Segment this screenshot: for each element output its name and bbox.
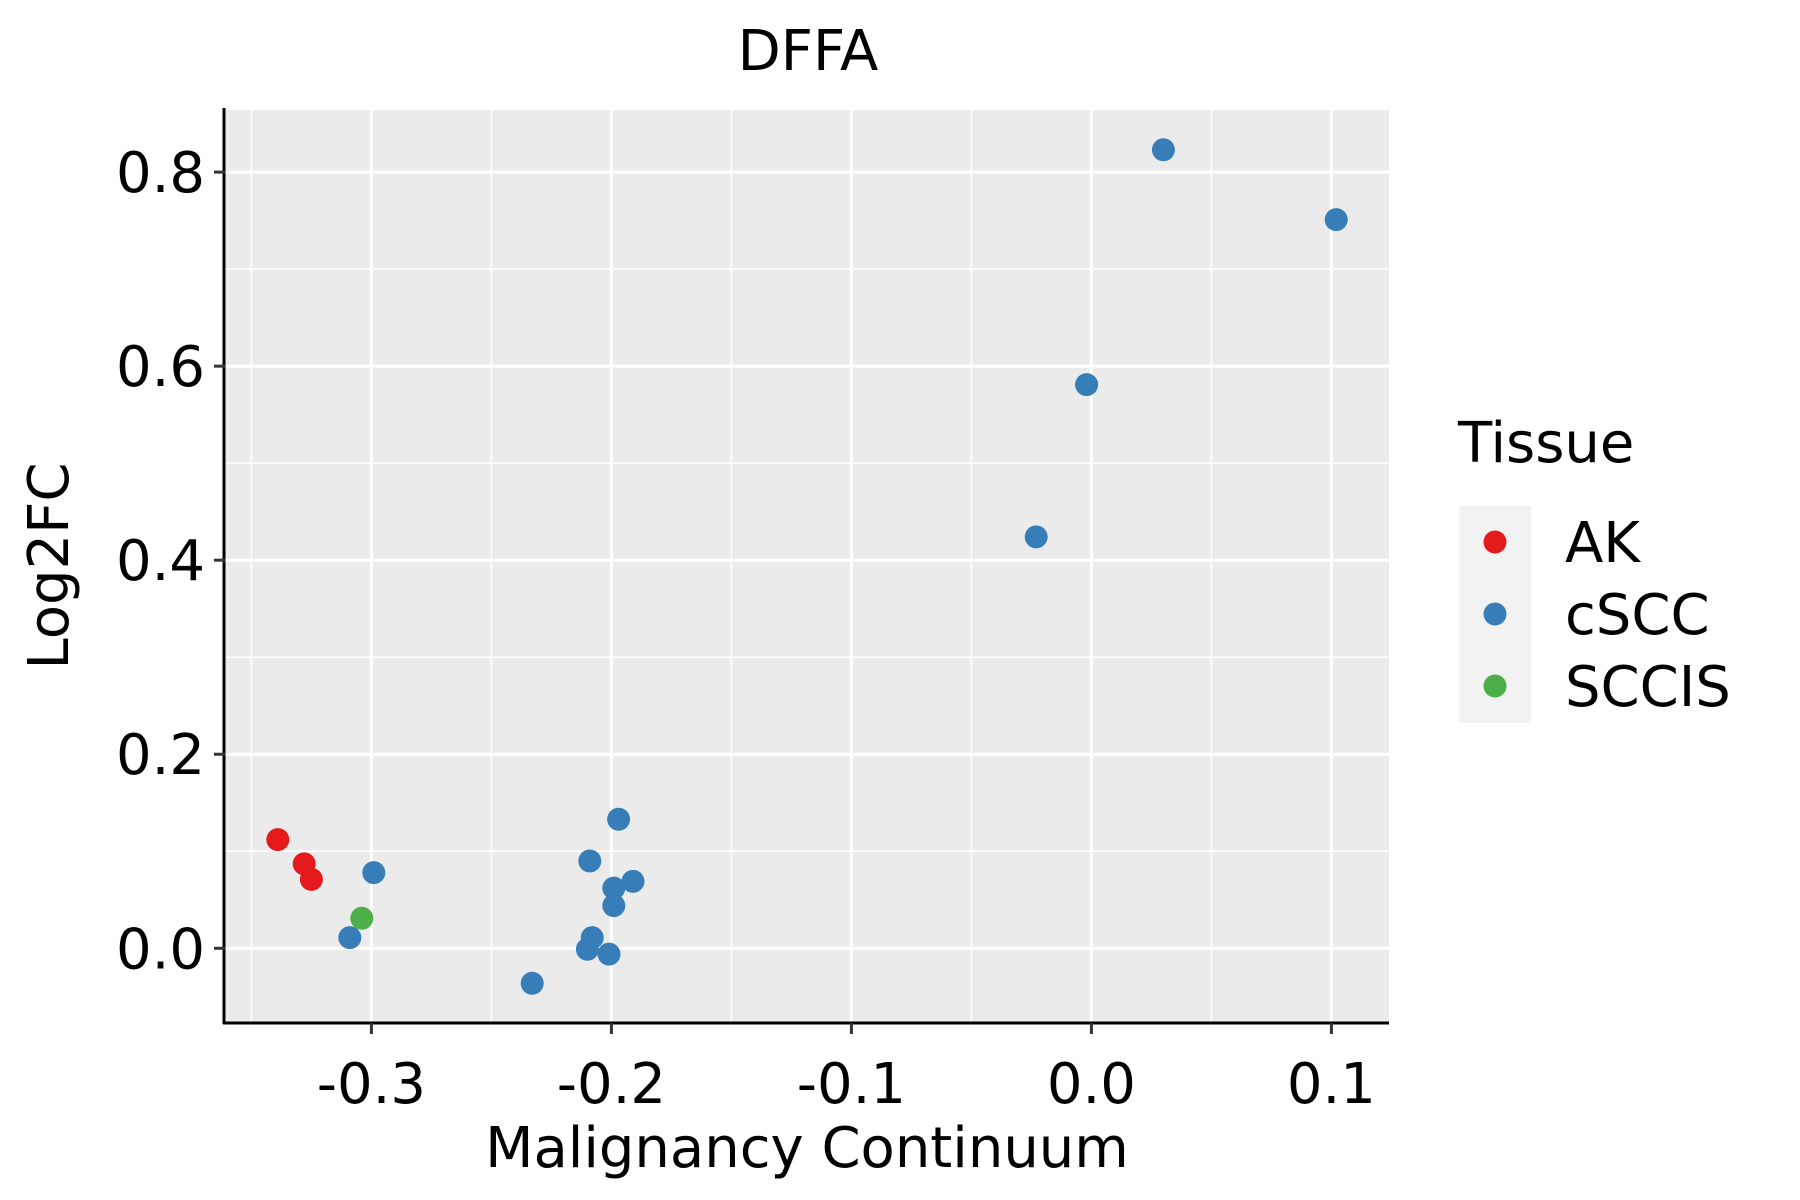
data-point-cscc xyxy=(621,869,645,893)
legend-key-cscc xyxy=(1483,602,1507,626)
data-point-cscc xyxy=(602,876,626,900)
data-point-cscc xyxy=(575,937,599,961)
plot-panel xyxy=(225,110,1389,1023)
legend-label-ak: AK xyxy=(1565,511,1641,576)
data-points xyxy=(266,138,1348,995)
data-point-cscc xyxy=(338,926,362,950)
data-point-ak xyxy=(266,828,290,852)
legend: Tissue AK cSCC SCCIS xyxy=(1457,411,1731,723)
chart-title: DFFA xyxy=(738,19,879,84)
legend-title: Tissue xyxy=(1457,411,1634,476)
legend-label-cscc: cSCC xyxy=(1565,583,1710,648)
y-tick-label: 0.4 xyxy=(116,529,205,594)
x-tick-label: 0.1 xyxy=(1287,1052,1376,1117)
data-point-cscc xyxy=(1324,208,1348,232)
data-point-cscc xyxy=(1151,138,1175,162)
x-tick-label: -0.1 xyxy=(797,1052,906,1117)
legend-key-ak xyxy=(1483,530,1507,554)
data-point-cscc xyxy=(597,942,621,966)
data-point-sccis xyxy=(350,906,374,930)
y-axis-ticks: 0.0 0.2 0.4 0.6 0.8 xyxy=(116,141,225,982)
data-point-cscc xyxy=(602,894,626,918)
grid-lines xyxy=(225,110,1389,1023)
data-point-cscc xyxy=(578,849,602,873)
y-axis-label: Log2FC xyxy=(17,463,82,670)
x-tick-label: -0.3 xyxy=(317,1052,426,1117)
x-axis-label: Malignancy Continuum xyxy=(485,1116,1129,1181)
data-point-cscc xyxy=(1024,525,1048,549)
data-point-cscc xyxy=(607,807,631,831)
data-point-cscc xyxy=(362,861,386,885)
data-point-cscc xyxy=(520,971,544,995)
y-tick-label: 0.8 xyxy=(116,141,205,206)
legend-label-sccis: SCCIS xyxy=(1565,655,1731,720)
x-tick-label: -0.2 xyxy=(557,1052,666,1117)
x-tick-label: 0.0 xyxy=(1047,1052,1136,1117)
y-tick-label: 0.0 xyxy=(116,917,205,982)
legend-key-sccis xyxy=(1483,674,1507,698)
x-axis-ticks: -0.3 -0.2 -0.1 0.0 0.1 xyxy=(317,1023,1376,1117)
data-point-cscc xyxy=(1075,373,1099,397)
y-tick-label: 0.6 xyxy=(116,335,205,400)
y-tick-label: 0.2 xyxy=(116,723,205,788)
data-point-ak xyxy=(299,867,323,891)
